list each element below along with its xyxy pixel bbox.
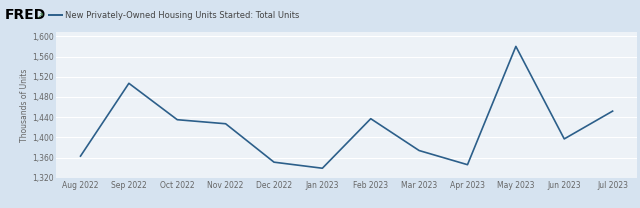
Y-axis label: Thousands of Units: Thousands of Units — [20, 68, 29, 142]
Text: New Privately-Owned Housing Units Started: Total Units: New Privately-Owned Housing Units Starte… — [65, 11, 300, 20]
Text: ↗: ↗ — [37, 11, 44, 20]
Text: FRED: FRED — [5, 9, 46, 22]
